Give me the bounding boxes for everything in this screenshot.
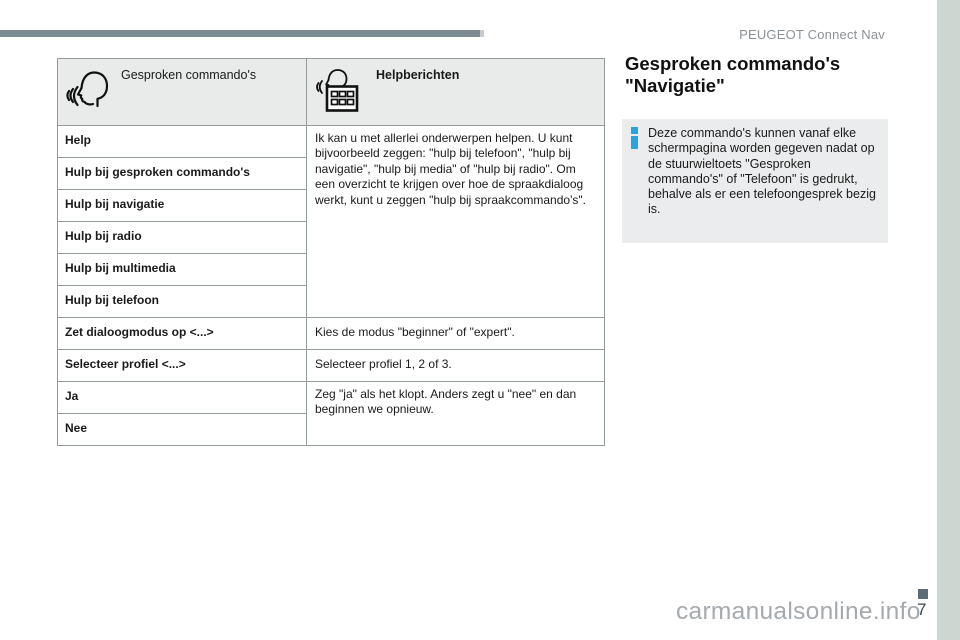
watermark-text: carmanualsonline.info <box>676 598 921 625</box>
command-hulp-radio: Hulp bij radio <box>57 220 307 254</box>
table-row: Zet dialoogmodus op <...> Kies de modus … <box>57 316 605 350</box>
command-hulp-navigatie: Hulp bij navigatie <box>57 188 307 222</box>
command-help: Help <box>57 124 307 158</box>
command-selecteer-profiel: Selecteer profiel <...> <box>57 348 307 382</box>
command-hulp-telefoon: Hulp bij telefoon <box>57 284 307 318</box>
section-title-line1: Gesproken commando's <box>625 53 841 74</box>
info-box: Deze commando's kunnen vanaf elke scherm… <box>622 119 888 243</box>
voice-commands-table: Gesproken commando's <box>57 58 605 446</box>
info-icon <box>631 127 638 149</box>
table-row: Hulp bij gesproken commando's <box>57 156 605 190</box>
header-cell-commands: Gesproken commando's <box>57 58 307 126</box>
description-selecteer-profiel: Selecteer profiel 1, 2 of 3. <box>306 348 605 382</box>
section-title: Gesproken commando's "Navigatie" <box>625 53 900 97</box>
table-row: Nee <box>57 412 605 446</box>
header-label-helpmessages: Helpberichten <box>376 68 460 82</box>
description-help: Ik kan u met allerlei onderwerpen helpen… <box>306 124 605 318</box>
table-row: Hulp bij navigatie <box>57 188 605 222</box>
description-dialoogmodus: Kies de modus "beginner" of "expert". <box>306 316 605 350</box>
chapter-marker-square <box>918 589 928 599</box>
command-dialoogmodus: Zet dialoogmodus op <...> <box>57 316 307 350</box>
table-row: Ja Zeg "ja" als het klopt. Anders zegt u… <box>57 380 605 446</box>
description-ja-nee: Zeg "ja" als het klopt. Anders zegt u "n… <box>306 380 605 446</box>
command-ja: Ja <box>57 380 307 414</box>
voice-command-icon <box>65 64 111 121</box>
header-rule-bar <box>0 30 484 37</box>
header-cell-helpmessages: Helpberichten <box>306 58 605 126</box>
table-header-row: Gesproken commando's <box>57 58 605 126</box>
manual-title: PEUGEOT Connect Nav <box>739 27 885 42</box>
help-messages-icon <box>314 64 366 123</box>
command-hulp-gesproken: Hulp bij gesproken commando's <box>57 156 307 190</box>
header-label-commands: Gesproken commando's <box>121 68 257 82</box>
command-hulp-multimedia: Hulp bij multimedia <box>57 252 307 286</box>
page-edge-strip <box>937 0 960 640</box>
table-row: Help Ik kan u met allerlei onderwerpen h… <box>57 124 605 318</box>
table-row: Selecteer profiel <...> Selecteer profie… <box>57 348 605 382</box>
table-row: Hulp bij multimedia <box>57 252 605 286</box>
section-title-line2: "Navigatie" <box>625 74 725 96</box>
command-nee: Nee <box>57 412 307 446</box>
page-number: 7 <box>917 600 927 619</box>
info-box-text: Deze commando's kunnen vanaf elke scherm… <box>648 126 876 217</box>
table-row: Hulp bij telefoon <box>57 284 605 318</box>
